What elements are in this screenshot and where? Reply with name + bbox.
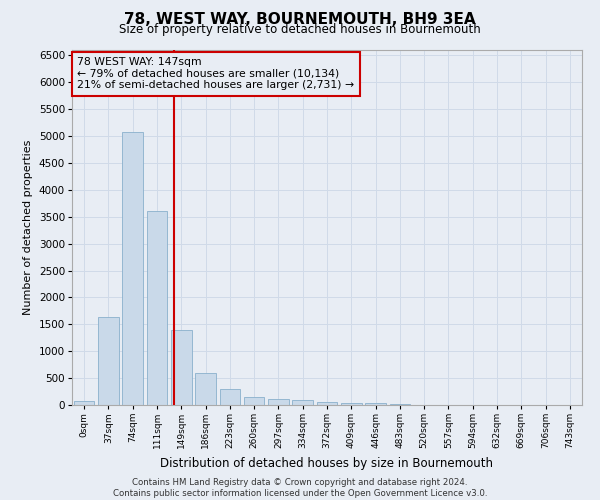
Text: 78 WEST WAY: 147sqm
← 79% of detached houses are smaller (10,134)
21% of semi-de: 78 WEST WAY: 147sqm ← 79% of detached ho… xyxy=(77,57,354,90)
Bar xyxy=(365,403,386,405)
Bar xyxy=(341,403,362,405)
Bar xyxy=(292,400,313,405)
Bar xyxy=(98,318,119,405)
Bar xyxy=(220,390,240,405)
Text: 78, WEST WAY, BOURNEMOUTH, BH9 3EA: 78, WEST WAY, BOURNEMOUTH, BH9 3EA xyxy=(124,12,476,28)
Bar xyxy=(122,132,143,405)
X-axis label: Distribution of detached houses by size in Bournemouth: Distribution of detached houses by size … xyxy=(161,456,493,469)
Bar xyxy=(317,402,337,405)
Bar xyxy=(244,397,265,405)
Text: Contains HM Land Registry data © Crown copyright and database right 2024.
Contai: Contains HM Land Registry data © Crown c… xyxy=(113,478,487,498)
Y-axis label: Number of detached properties: Number of detached properties xyxy=(23,140,33,315)
Bar xyxy=(146,212,167,405)
Bar xyxy=(74,401,94,405)
Bar xyxy=(389,404,410,405)
Bar xyxy=(268,398,289,405)
Text: Size of property relative to detached houses in Bournemouth: Size of property relative to detached ho… xyxy=(119,22,481,36)
Bar xyxy=(195,372,216,405)
Bar xyxy=(171,330,191,405)
